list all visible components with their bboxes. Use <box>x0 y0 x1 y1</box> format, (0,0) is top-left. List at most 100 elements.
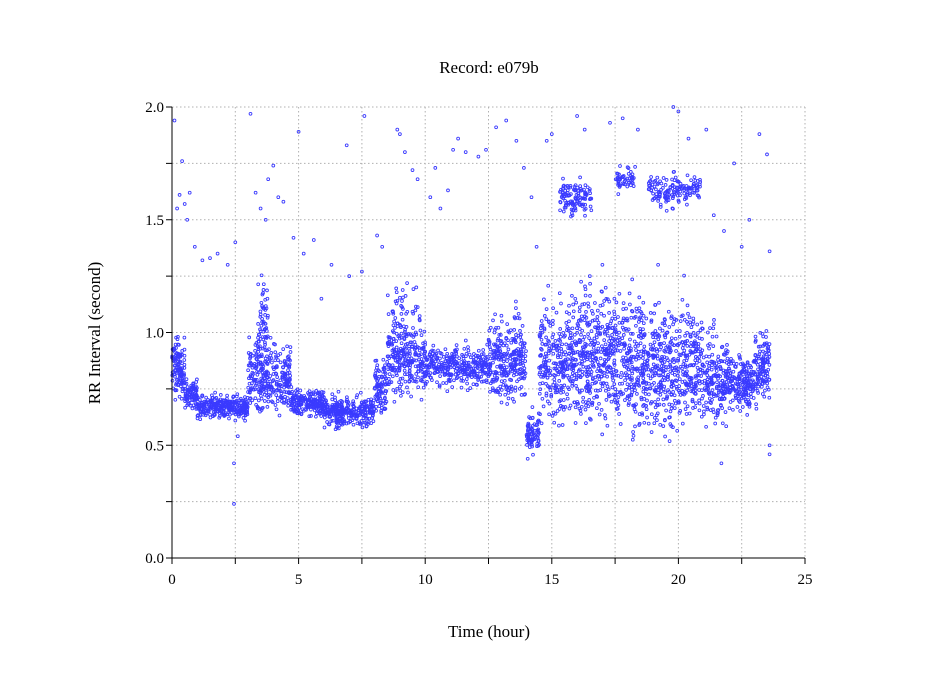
data-point <box>258 206 263 211</box>
data-point <box>518 358 523 363</box>
data-point <box>184 396 188 401</box>
data-point <box>513 388 518 393</box>
data-point <box>639 354 643 359</box>
data-point <box>248 396 253 401</box>
data-point <box>545 375 550 380</box>
data-point <box>529 426 534 430</box>
data-point <box>571 302 576 307</box>
data-point <box>568 333 573 337</box>
data-point <box>642 368 647 373</box>
data-point <box>268 335 273 340</box>
data-point <box>423 350 427 354</box>
data-point <box>255 372 260 377</box>
data-point <box>590 381 595 386</box>
data-point <box>393 326 397 330</box>
data-point <box>391 323 396 328</box>
data-point <box>670 342 675 346</box>
data-point <box>463 367 468 372</box>
data-point <box>551 306 555 311</box>
data-point <box>258 380 263 384</box>
data-point <box>290 389 294 394</box>
data-point <box>253 396 258 401</box>
data-point <box>208 412 212 417</box>
data-point <box>403 346 408 351</box>
data-point <box>739 244 744 249</box>
data-point <box>638 341 643 346</box>
data-point <box>753 353 758 358</box>
data-point <box>390 365 394 370</box>
data-point <box>711 213 716 218</box>
data-point <box>631 184 636 188</box>
data-point <box>420 346 425 351</box>
data-point <box>383 396 387 401</box>
data-point <box>214 402 219 406</box>
data-point <box>685 388 689 393</box>
data-point <box>346 407 351 412</box>
data-point <box>246 368 250 373</box>
data-point <box>492 373 497 378</box>
data-point <box>567 351 572 356</box>
data-point <box>600 384 605 389</box>
data-point <box>406 356 411 361</box>
data-point <box>480 352 484 357</box>
data-point <box>767 377 772 382</box>
data-point <box>309 414 313 418</box>
data-point <box>556 372 561 377</box>
data-point <box>177 364 181 369</box>
data-point <box>392 355 396 360</box>
data-point <box>468 386 473 390</box>
data-point <box>329 411 334 416</box>
data-point <box>663 183 668 187</box>
data-point <box>497 371 502 376</box>
data-point <box>241 416 246 420</box>
data-point <box>451 352 456 357</box>
data-point <box>610 333 614 337</box>
data-point <box>350 402 355 406</box>
data-point <box>455 375 460 379</box>
data-point <box>387 372 392 376</box>
data-point <box>415 305 420 309</box>
data-point <box>452 361 456 366</box>
data-point <box>731 361 736 366</box>
data-point <box>561 398 566 402</box>
data-point <box>288 345 293 349</box>
data-point <box>725 356 730 361</box>
data-point <box>522 370 526 374</box>
data-point <box>411 326 415 330</box>
data-point <box>330 407 334 412</box>
data-point <box>627 374 631 378</box>
data-point <box>671 425 675 430</box>
data-point <box>258 344 262 349</box>
data-point <box>612 344 616 349</box>
data-point <box>175 369 180 374</box>
data-point <box>540 396 545 401</box>
data-point <box>423 342 427 347</box>
data-point <box>710 352 715 357</box>
data-point <box>409 333 414 338</box>
data-point <box>457 356 462 361</box>
data-point <box>739 396 744 401</box>
data-point <box>288 350 293 354</box>
data-point <box>378 400 383 405</box>
data-point <box>592 359 596 363</box>
data-point <box>260 316 264 321</box>
data-point <box>655 356 660 361</box>
data-point <box>258 329 263 334</box>
y-tick-label: 0.0 <box>145 551 164 567</box>
data-point <box>628 302 632 307</box>
data-point <box>444 381 449 385</box>
data-point <box>254 364 259 369</box>
data-point <box>277 413 282 418</box>
data-point <box>394 286 399 291</box>
data-point <box>452 365 457 370</box>
data-point <box>310 403 315 407</box>
data-point <box>294 400 299 405</box>
data-point <box>672 360 676 365</box>
data-point <box>554 310 559 315</box>
data-point <box>530 444 534 449</box>
data-point <box>463 150 468 154</box>
data-point <box>395 127 400 132</box>
data-point <box>608 321 613 326</box>
data-point <box>237 410 241 414</box>
data-point <box>213 396 217 401</box>
